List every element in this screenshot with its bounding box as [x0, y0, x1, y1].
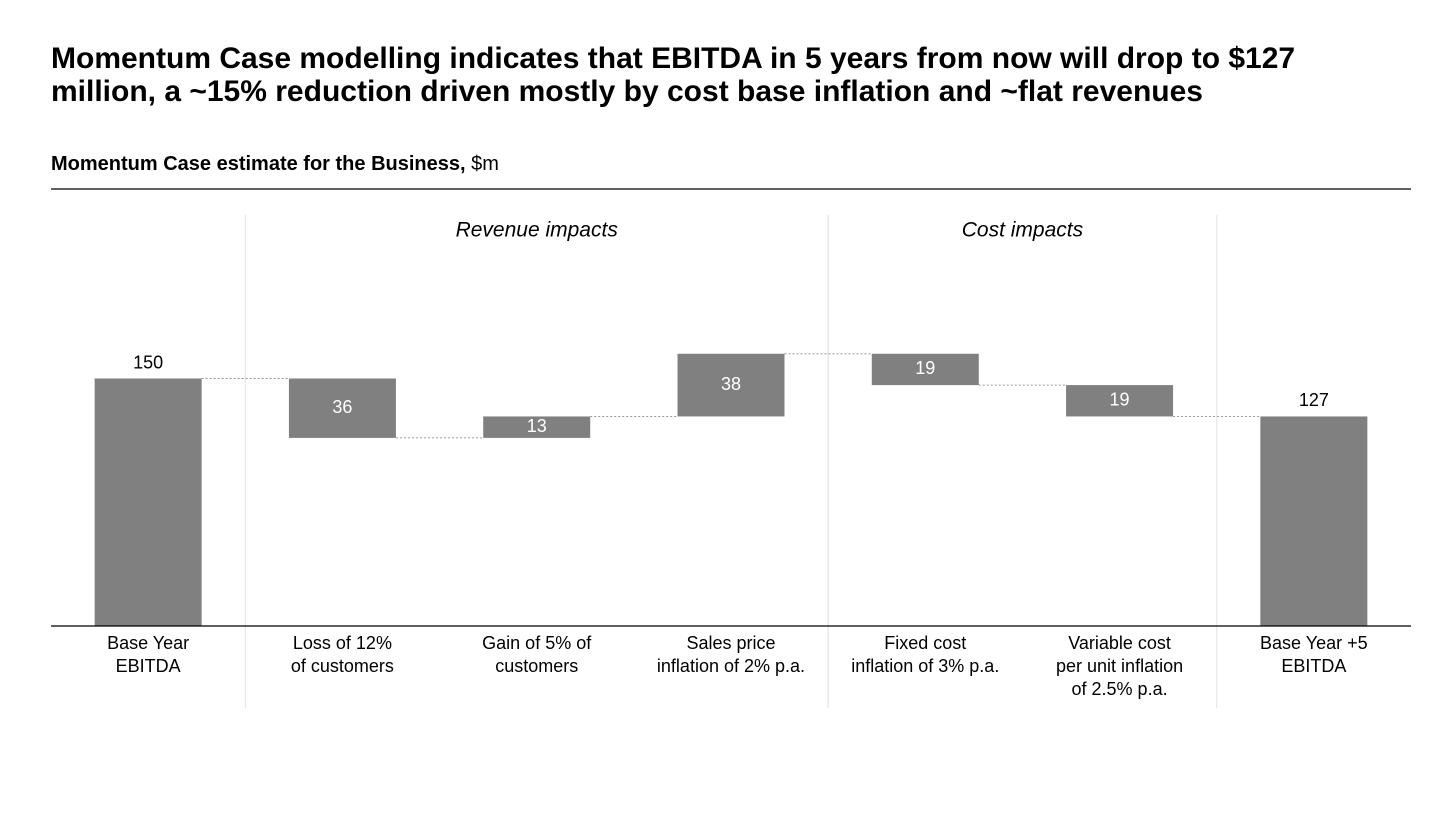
value-label: 19 [1110, 390, 1130, 410]
value-label: 36 [332, 397, 352, 417]
x-tick-label: Base Year EBITDA [107, 633, 190, 676]
bar [1260, 416, 1368, 626]
bar [288, 378, 396, 438]
bar [1066, 385, 1174, 417]
unit: $m [471, 153, 499, 175]
chart-title: Momentum Case modelling indicates that E… [51, 42, 1296, 108]
value-label: 150 [133, 352, 163, 372]
value-label: 38 [721, 374, 741, 394]
x-tick-label: Sales price inflation of 2% p.a. [656, 633, 806, 676]
value-label: 13 [527, 416, 547, 436]
x-tick-label: Base Year +5 EBITDA [1260, 633, 1368, 676]
bar [677, 353, 785, 417]
value-label: 19 [915, 358, 935, 378]
subtitle: Momentum Case estimate for the Business, [51, 153, 466, 175]
x-tick-label: Gain of 5% of customers [482, 633, 592, 676]
bar [871, 353, 979, 386]
bar [483, 416, 591, 438]
bar [94, 378, 202, 626]
value-label: 127 [1299, 390, 1329, 410]
x-tick-label: Loss of 12% of customers [290, 633, 394, 676]
group-label: Cost impacts [962, 219, 1084, 242]
group-label: Revenue impacts [456, 219, 619, 242]
subtitle-row: Momentum Case estimate for the Business,… [51, 153, 499, 176]
x-tick-label: Fixed cost inflation of 3% p.a. [851, 633, 1000, 676]
x-tick-label: Variable cost per unit inflation of 2.5%… [1056, 633, 1184, 699]
